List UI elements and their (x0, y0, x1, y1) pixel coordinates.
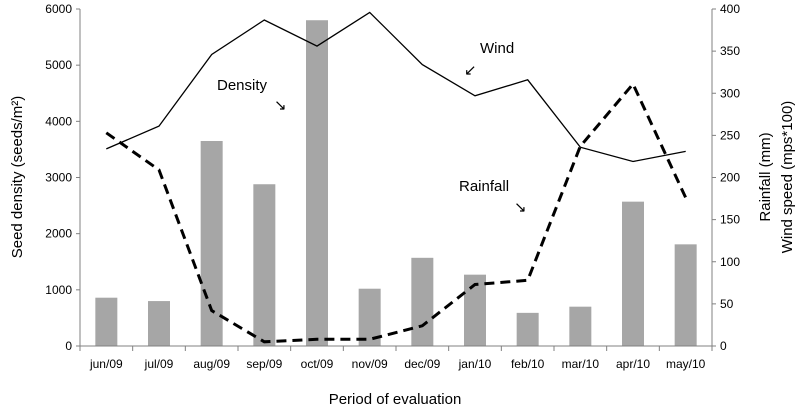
x-tick-label: jun/09 (89, 357, 123, 371)
bars-group (95, 20, 697, 346)
bar-sep-09 (253, 184, 276, 346)
right-tick-label: 200 (720, 171, 740, 185)
right-tick-label: 400 (720, 2, 740, 16)
x-tick-label: nov/09 (352, 357, 388, 371)
x-tick-label: jul/09 (144, 357, 174, 371)
annotation-density-label: Density (217, 77, 268, 94)
right-tick-label: 300 (720, 86, 740, 100)
rainfall-line (105, 81, 688, 344)
wind-line (106, 11, 686, 163)
bar-oct-09 (306, 20, 328, 346)
x-tick-label: apr/10 (616, 357, 650, 371)
left-tick-label: 6000 (45, 2, 72, 16)
bar-jul-09 (148, 301, 170, 346)
bar-aug-09 (200, 140, 223, 346)
bar-apr-10 (622, 201, 644, 346)
x-axis-title: Period of evaluation (329, 391, 462, 408)
bar-feb-10 (516, 312, 539, 346)
x-tick-label: jan/10 (458, 357, 492, 371)
bar-jan-10 (464, 274, 486, 346)
right-tick-label: 50 (720, 297, 734, 311)
x-tick-label: may/10 (666, 357, 706, 371)
annotation-rainfall-label: Rainfall (459, 178, 509, 195)
x-tick-label: mar/10 (562, 357, 600, 371)
x-tick-label: oct/09 (301, 357, 334, 371)
right-axis-title-wind: Wind speed (mps*100) (779, 101, 796, 254)
right-tick-label: 0 (720, 339, 727, 353)
left-tick-label: 0 (65, 339, 72, 353)
right-tick-label: 150 (720, 213, 740, 227)
bar-dec-09 (411, 257, 434, 346)
annotation-wind-arrow: ↙ (464, 62, 477, 79)
axes-group: 0 1000 2000 3000 4000 5000 6000 0 50 100 150 200 250… (45, 2, 740, 371)
annotation-rainfall-arrow: ↘ (514, 199, 527, 216)
left-axis-title: Seed density (seeds/m²) (9, 96, 26, 259)
annotation-wind-label: Wind (480, 40, 514, 57)
annotation-density-arrow: ↘ (274, 97, 287, 114)
right-axis-title-rainfall: Rainfall (mm) (757, 132, 774, 221)
left-tick-label: 4000 (45, 114, 72, 128)
x-tick-label: aug/09 (193, 357, 230, 371)
left-tick-label: 1000 (45, 283, 72, 297)
x-tick-label: dec/09 (404, 357, 440, 371)
bar-mar-10 (569, 306, 592, 346)
left-tick-label: 2000 (45, 227, 72, 241)
left-tick-label: 3000 (45, 171, 72, 185)
bar-may-10 (674, 244, 697, 346)
bar-nov-09 (358, 288, 381, 346)
x-tick-label: sep/09 (246, 357, 282, 371)
left-tick-label: 5000 (45, 58, 72, 72)
x-tick-label: feb/10 (511, 357, 545, 371)
lines-group (105, 11, 688, 344)
bar-jun-09 (95, 297, 118, 346)
right-tick-label: 350 (720, 44, 740, 58)
right-tick-label: 250 (720, 128, 740, 142)
right-tick-label: 100 (720, 255, 740, 269)
